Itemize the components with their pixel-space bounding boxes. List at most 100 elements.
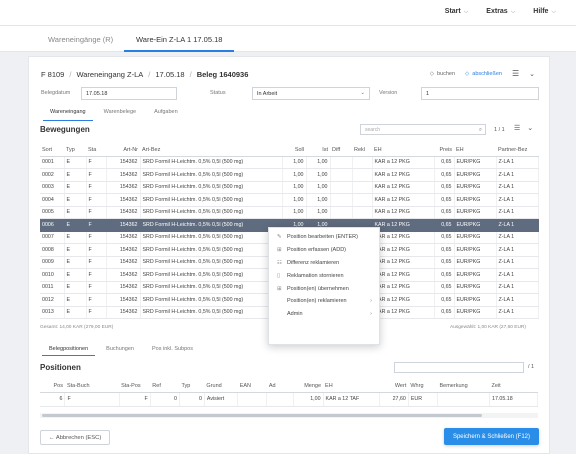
col-sta[interactable]: Sta (86, 145, 106, 157)
breadcrumb-date[interactable]: 17.05.18 (155, 70, 185, 79)
cancel-button[interactable]: ← Abbrechen (ESC) (40, 430, 110, 445)
context-menu-item[interactable]: Position(en) reklamieren › (269, 295, 379, 308)
cell-artnr: 154362 (106, 268, 141, 282)
scrollbar-thumb[interactable] (42, 414, 482, 417)
chevron-down-icon: ⌵ (463, 9, 469, 15)
cell-zeit: 17.05.18 (489, 392, 538, 407)
tab-belegpositionen[interactable]: Belegpositionen (40, 343, 97, 356)
col-zeit[interactable]: Zeit (489, 381, 538, 393)
col-ean[interactable]: EAN (237, 381, 267, 393)
col-preis[interactable]: Preis (434, 145, 454, 157)
horizontal-scrollbar[interactable] (40, 413, 538, 418)
breadcrumb-wareneingang[interactable]: Wareneingang Z-LA (76, 70, 144, 79)
cell-partner: Z-LA 1 (496, 193, 539, 207)
col-sta-buch[interactable]: Sta-Buch (64, 381, 120, 393)
version-field[interactable]: 1 (421, 87, 539, 100)
status-select[interactable]: In Arbeit ⌄ (252, 87, 370, 100)
tab-aufgaben[interactable]: Aufgaben (154, 109, 178, 115)
save-close-button[interactable]: Speichern & Schließen (F12) (444, 428, 539, 445)
cell-ref: 0 (150, 392, 180, 407)
cell-sort: 0011 (40, 281, 65, 294)
table-row[interactable]: 0005 E F 154362 SRD Formil H-Leichtm. 0,5% 0… (40, 206, 539, 219)
cell-artbez: SRD Formil H-Leichtm. 0,5% 0,5l (500 mg) (140, 181, 283, 194)
search-input[interactable]: search ⌕ (360, 124, 486, 135)
tab-ware-ein[interactable]: Ware-Ein Z-LA 1 17.05.18 (123, 35, 235, 52)
cell-artbez: SRD Formil H-Leichtm. 0,5% 0,5l (500 mg) (140, 156, 283, 169)
cell-typ: E (64, 156, 87, 169)
header-form: Belegdatum 17.05.18 Status In Arbeit ⌄ Ve… (41, 87, 541, 101)
context-menu-item[interactable]: ▯ Reklamation stornieren (269, 269, 379, 282)
cell-soll: 1,00 (282, 206, 307, 219)
cell-sort: 0004 (40, 193, 65, 207)
context-menu-item[interactable]: Admin › (269, 308, 379, 321)
context-menu-item[interactable]: ✎ Position bearbeiten (ENTER) (269, 231, 379, 244)
table-row[interactable]: 0003 E F 154362 SRD Formil H-Leichtm. 0,5% 0… (40, 181, 539, 194)
cell-preis: 0,65 (434, 218, 455, 232)
status-label: Status (210, 90, 226, 96)
nav-hilfe[interactable]: Hilfe ⌵ (533, 8, 556, 15)
col-eh2[interactable]: EH (454, 145, 496, 157)
cell-rekl (352, 193, 373, 207)
nav-extras[interactable]: Extras ⌵ (486, 8, 516, 15)
cell-rekl (352, 181, 373, 194)
cell-sta: F (86, 256, 107, 269)
cell-eh2: EUR/PKG (454, 156, 497, 169)
chevron-right-icon: › (370, 298, 372, 305)
col-typ[interactable]: Typ (179, 381, 205, 393)
context-menu-item[interactable]: ☷ Differenz reklamieren (269, 257, 379, 270)
belegdatum-field[interactable]: 17.05.18 (81, 87, 177, 100)
nav-start[interactable]: Start ⌵ (444, 8, 469, 15)
table-row[interactable]: 0001 E F 154362 SRD Formil H-Leichtm. 0,5% 0… (40, 156, 539, 169)
col-artbez[interactable]: Art-Bez (140, 145, 282, 157)
col-menge[interactable]: Menge (293, 381, 324, 393)
chevron-down-icon[interactable]: ⌄ (527, 125, 534, 132)
col-pos[interactable]: Pos (40, 381, 65, 393)
cell-sort: 0012 (40, 293, 65, 307)
col-ad[interactable]: Ad (266, 381, 294, 393)
list-icon: ☷ (277, 259, 282, 266)
tab-pos-inkl-subpos[interactable]: Pos inkl. Subpos (152, 346, 193, 352)
col-eh[interactable]: EH (372, 145, 434, 157)
table-header-row: Sort Typ Sta Art-Nr Art-Bez Soll Ist Dif… (40, 145, 538, 157)
context-menu-item[interactable]: ⊞ Position erfassen (ADD) (269, 244, 379, 257)
tab-warenbelege[interactable]: Warenbelege (103, 109, 137, 115)
col-bemerkung[interactable]: Bemerkung (437, 381, 490, 393)
context-menu-item[interactable]: ⊞ Position(en) übernehmen (269, 282, 379, 295)
cell-eh: KAR a 12 PKG (372, 156, 435, 169)
cell-sta-buch: F (64, 392, 120, 407)
col-grund[interactable]: Grund (204, 381, 238, 393)
positionen-search-input[interactable] (394, 362, 524, 373)
tab-wareneingang[interactable]: Wareneingang (41, 106, 95, 121)
col-sort[interactable]: Sort (40, 145, 64, 157)
cell-eh: KAR a 12 PKG (372, 243, 435, 257)
col-sta-pos[interactable]: Sta-Pos (119, 381, 151, 393)
cell-eh2: EUR/PKG (454, 193, 497, 207)
tab-wareneingaenge[interactable]: Wareneingänge (R) (48, 35, 114, 44)
col-eh[interactable]: EH (323, 381, 380, 393)
abschliessen-button[interactable]: ◇ abschließen (465, 70, 502, 77)
breadcrumb-filiale[interactable]: F 8109 (41, 70, 65, 79)
col-whrg[interactable]: Whrg (408, 381, 438, 393)
table-row[interactable]: 0006 E F 154362 SRD Formil H-Leichtm. 0,5% 0… (40, 218, 539, 232)
col-rekl[interactable]: Rekl (352, 145, 372, 157)
menu-icon[interactable]: ☰ (511, 69, 520, 78)
col-soll[interactable]: Soll (282, 145, 306, 157)
tab-buchungen[interactable]: Buchungen (106, 346, 134, 352)
col-partner[interactable]: Partner-Bez (496, 145, 538, 157)
table-row[interactable]: 0002 E F 154362 SRD Formil H-Leichtm. 0,5% 0… (40, 168, 539, 182)
table-row[interactable]: 0004 E F 154362 SRD Formil H-Leichtm. 0,5% 0… (40, 193, 539, 207)
col-artnr[interactable]: Art-Nr (106, 145, 140, 157)
table-row[interactable]: 6 F F 0 0 Avisiert 1,00 KAR a 12 TAF 27,… (40, 392, 538, 407)
cell-artnr: 154362 (106, 256, 141, 269)
chevron-down-icon[interactable]: ⌄ (529, 70, 535, 78)
col-ref[interactable]: Ref (150, 381, 180, 393)
menu-icon[interactable]: ☰ (514, 125, 521, 132)
cell-diff (330, 181, 353, 194)
col-wert[interactable]: Wert (379, 381, 409, 393)
col-diff[interactable]: Diff (330, 145, 352, 157)
col-ist[interactable]: Ist (306, 145, 330, 157)
cell-typ: E (64, 293, 87, 307)
buchen-button[interactable]: ◇ buchen (429, 70, 456, 77)
cell-partner: Z-LA 1 (496, 231, 539, 244)
col-typ[interactable]: Typ (64, 145, 86, 157)
